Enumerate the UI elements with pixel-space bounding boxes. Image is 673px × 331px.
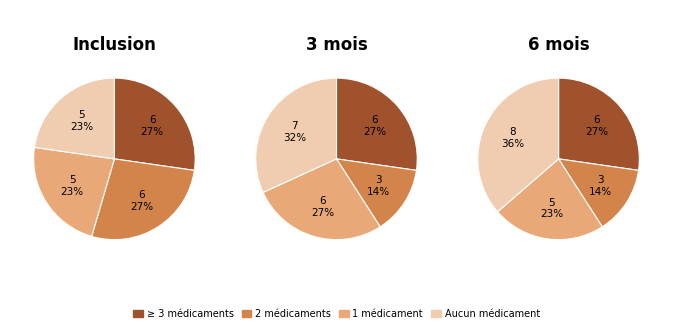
Wedge shape [114, 78, 195, 170]
Text: 6
27%: 6 27% [363, 115, 386, 137]
Text: 5
23%: 5 23% [540, 198, 563, 219]
Text: 6
27%: 6 27% [130, 190, 153, 212]
Wedge shape [559, 78, 639, 170]
Text: 6
27%: 6 27% [311, 196, 334, 218]
Text: 5
23%: 5 23% [61, 175, 84, 197]
Text: 3
14%: 3 14% [589, 175, 612, 197]
Text: 3
14%: 3 14% [367, 175, 390, 197]
Text: 6
27%: 6 27% [141, 115, 164, 137]
Wedge shape [336, 159, 417, 227]
Title: Inclusion: Inclusion [73, 36, 156, 54]
Title: 6 mois: 6 mois [528, 36, 590, 54]
Wedge shape [34, 147, 114, 236]
Wedge shape [256, 78, 336, 192]
Wedge shape [92, 159, 194, 240]
Wedge shape [263, 159, 380, 240]
Wedge shape [559, 159, 639, 227]
Text: 5
23%: 5 23% [70, 110, 93, 132]
Title: 3 mois: 3 mois [306, 36, 367, 54]
Text: 6
27%: 6 27% [585, 115, 608, 137]
Text: 8
36%: 8 36% [501, 127, 525, 149]
Wedge shape [478, 78, 559, 212]
Wedge shape [34, 78, 114, 159]
Wedge shape [336, 78, 417, 170]
Text: 7
32%: 7 32% [283, 121, 306, 143]
Legend: ≥ 3 médicaments, 2 médicaments, 1 médicament, Aucun médicament: ≥ 3 médicaments, 2 médicaments, 1 médica… [129, 305, 544, 323]
Wedge shape [497, 159, 602, 240]
